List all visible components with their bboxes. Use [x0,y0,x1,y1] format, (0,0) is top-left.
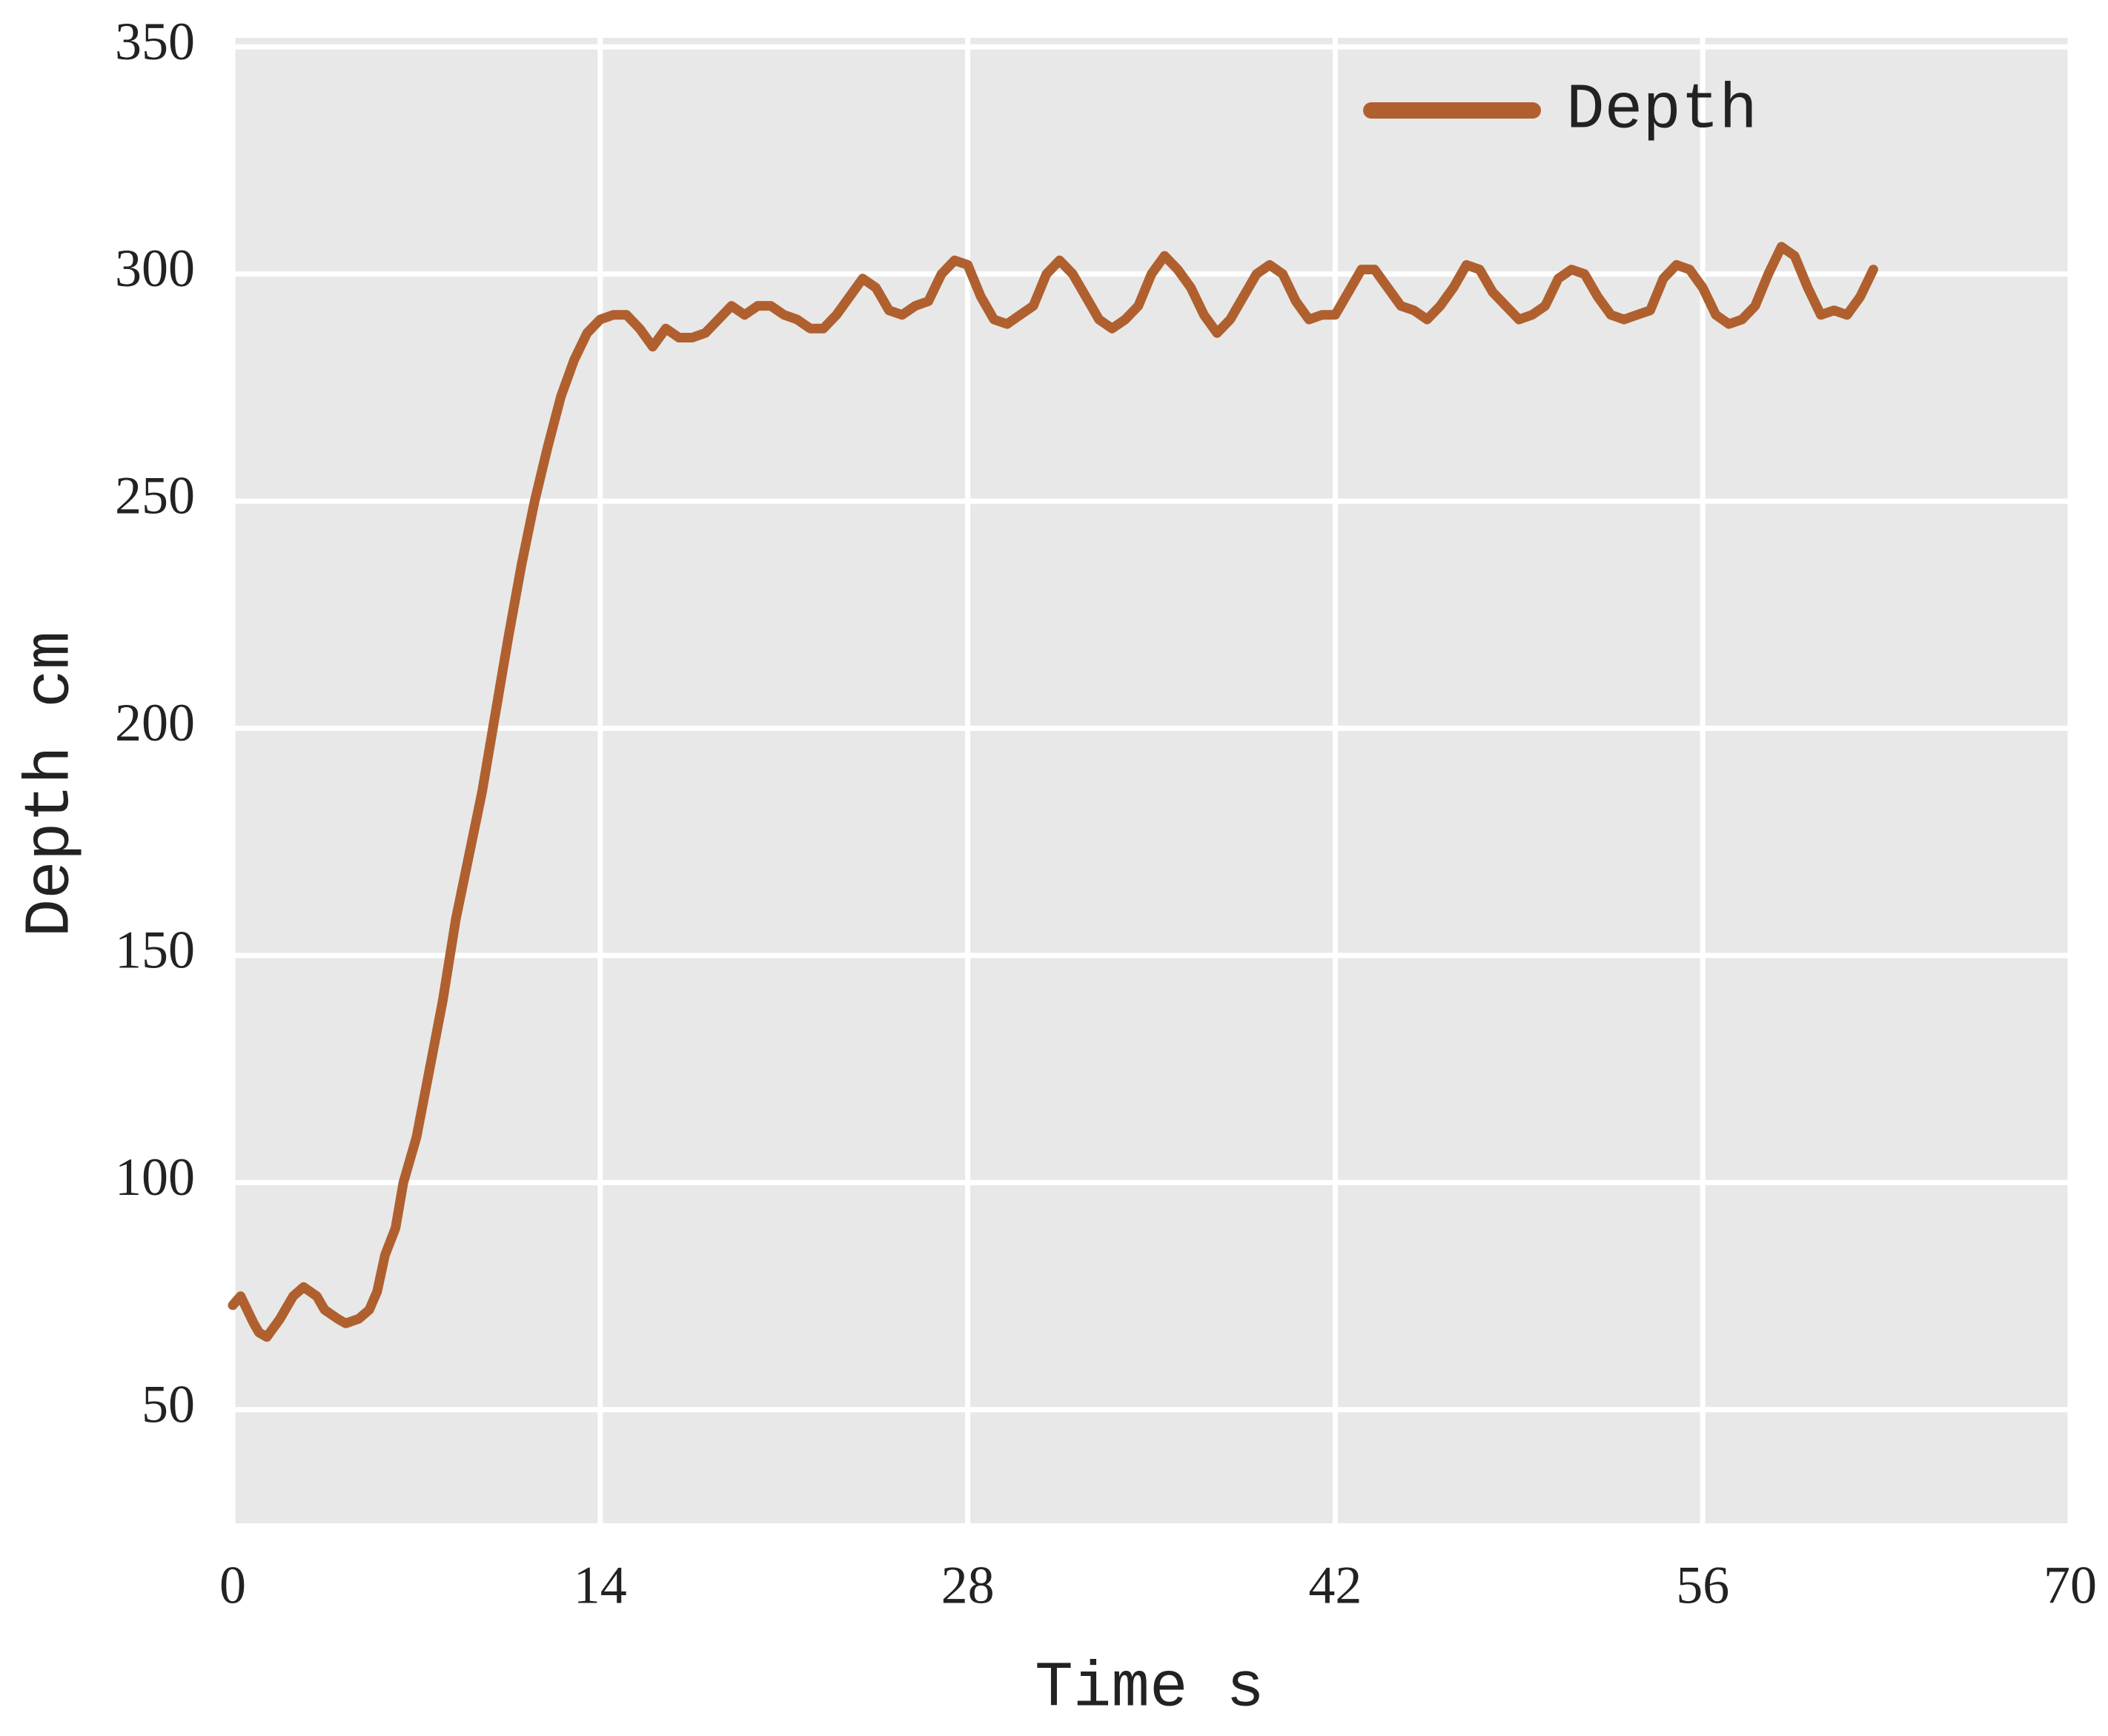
y-tick-label: 250 [115,466,195,526]
legend-label: Depth [1566,74,1757,147]
x-tick-label: 28 [941,1556,995,1615]
y-axis-label: Depth cm [15,632,87,938]
data-line [228,242,1878,1342]
x-axis-label: Time s [1035,1652,1265,1725]
y-tick-label: 300 [115,239,195,298]
y-tick-label: 150 [115,920,195,979]
x-tick-label: 56 [1676,1556,1729,1615]
x-tick-label: 0 [219,1556,246,1615]
x-tick-label: 42 [1308,1556,1362,1615]
y-tick-label: 50 [142,1374,195,1434]
y-tick-label: 100 [115,1147,195,1207]
y-tick-label: 350 [115,12,195,71]
y-tick-label: 200 [115,693,195,752]
x-tick-label: 70 [2044,1556,2097,1615]
x-tick-label: 14 [574,1556,627,1615]
